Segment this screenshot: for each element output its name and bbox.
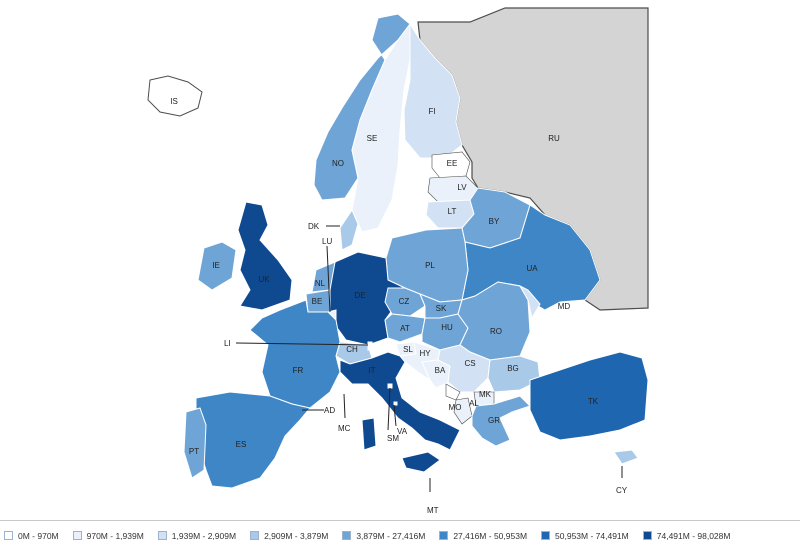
country-label-MO: MO [449, 403, 462, 412]
country-label-AT: AT [400, 324, 410, 333]
country-label-UK: UK [258, 275, 270, 284]
legend-item: 2,909M - 3,879M [250, 531, 328, 541]
country-label-BY: BY [489, 217, 500, 226]
country-label-MK: MK [479, 390, 492, 399]
legend-swatch [250, 531, 260, 540]
legend-item: 50,953M - 74,491M [541, 531, 629, 541]
country-label-RU: RU [548, 134, 560, 143]
country-IS[interactable] [147, 75, 203, 117]
legend-swatch [541, 531, 551, 540]
legend: 0M - 970M 970M - 1,939M 1,939M - 2,909M 2,9… [0, 520, 800, 550]
country-label-IE: IE [212, 261, 220, 270]
legend-swatch [642, 531, 652, 540]
country-IT[interactable] [339, 351, 461, 451]
country-label-HY: HY [419, 349, 431, 358]
legend-label: 74,491M - 98,028M [656, 530, 731, 541]
country-LI[interactable] [367, 341, 373, 351]
country-label-MC: MC [338, 424, 351, 433]
legend-label: 1,939M - 2,909M [171, 530, 237, 541]
country-label-BA: BA [435, 366, 446, 375]
legend-label: 50,953M - 74,491M [555, 530, 629, 541]
country-CY[interactable] [613, 449, 639, 465]
country-label-SE: SE [367, 134, 378, 143]
legend-label: 0M - 970M [18, 530, 59, 541]
legend-item: 1,939M - 2,909M [157, 530, 237, 541]
legend-swatch [157, 531, 167, 540]
country-label-LU: LU [322, 237, 332, 246]
country-UK[interactable] [237, 201, 293, 311]
country-label-LT: LT [448, 207, 457, 216]
country-GR[interactable] [471, 395, 531, 447]
country-labels: IS NO SE FI RU EE LV LT BY UA PL DE DK NL BE LU CZ SK AT HU… [170, 97, 628, 515]
country-label-MD: MD [558, 302, 571, 311]
country-label-GR: GR [488, 416, 500, 425]
country-IT-sardinia[interactable] [361, 417, 377, 451]
country-label-CZ: CZ [399, 297, 410, 306]
country-label-MT: MT [427, 506, 439, 515]
country-label-NL: NL [315, 279, 326, 288]
country-label-DE: DE [354, 291, 365, 300]
country-MD[interactable] [518, 284, 541, 320]
country-label-NO: NO [332, 159, 344, 168]
country-label-VA: VA [397, 427, 408, 436]
country-DK[interactable] [339, 208, 359, 251]
europe-map: IS NO SE FI RU EE LV LT BY UA PL DE DK NL BE LU CZ SK AT HU… [147, 7, 649, 515]
legend-item: 74,491M - 98,028M [642, 530, 731, 541]
legend-label: 2,909M - 3,879M [264, 530, 329, 541]
country-label-CH: CH [346, 345, 358, 354]
country-label-DK: DK [308, 222, 320, 231]
country-IE[interactable] [197, 241, 237, 291]
country-label-LI: LI [224, 339, 231, 348]
country-label-IS: IS [170, 97, 178, 106]
country-label-FR: FR [293, 366, 304, 375]
country-AL[interactable] [453, 397, 473, 425]
country-label-HU: HU [441, 323, 453, 332]
legend-item: 3,879M - 27,416M [342, 531, 425, 541]
country-label-RO: RO [490, 327, 502, 336]
country-ES[interactable] [195, 391, 311, 489]
country-label-CS: CS [464, 359, 475, 368]
country-label-IT: IT [368, 366, 375, 375]
country-FI[interactable] [403, 22, 463, 159]
country-MC[interactable] [341, 389, 347, 395]
country-LV[interactable] [427, 175, 479, 203]
legend-item: 970M - 1,939M [72, 530, 144, 541]
country-label-ES: ES [236, 440, 247, 449]
country-IT-sicily[interactable] [401, 451, 441, 473]
country-label-AD: AD [324, 406, 335, 415]
legend-label: 27,416M - 50,953M [453, 530, 528, 541]
country-FR[interactable] [249, 299, 341, 409]
country-label-SM: SM [387, 434, 399, 443]
legend-label: 970M - 1,939M [86, 530, 144, 541]
country-label-PL: PL [425, 261, 435, 270]
country-label-AL: AL [469, 399, 479, 408]
country-label-TK: TK [588, 397, 599, 406]
country-label-BE: BE [312, 297, 323, 306]
legend-swatch [439, 531, 449, 540]
country-PT[interactable] [183, 407, 207, 479]
country-VA[interactable] [393, 401, 398, 406]
legend-item: 0M - 970M [4, 531, 59, 541]
country-label-EE: EE [447, 159, 458, 168]
legend-swatch [342, 531, 352, 540]
country-label-SK: SK [436, 304, 447, 313]
legend-item: 27,416M - 50,953M [439, 531, 527, 541]
country-label-PT: PT [189, 447, 199, 456]
country-CZ[interactable] [384, 287, 426, 317]
country-label-CY: CY [616, 486, 628, 495]
country-label-FI: FI [428, 107, 435, 116]
country-TK[interactable] [529, 351, 649, 441]
country-label-SL: SL [403, 345, 413, 354]
legend-swatch [72, 531, 82, 540]
country-label-LV: LV [457, 183, 467, 192]
legend-swatch [4, 531, 13, 540]
country-label-BG: BG [507, 364, 519, 373]
country-label-UA: UA [526, 264, 538, 273]
legend-label: 3,879M - 27,416M [356, 530, 426, 541]
country-SM[interactable] [387, 383, 393, 389]
